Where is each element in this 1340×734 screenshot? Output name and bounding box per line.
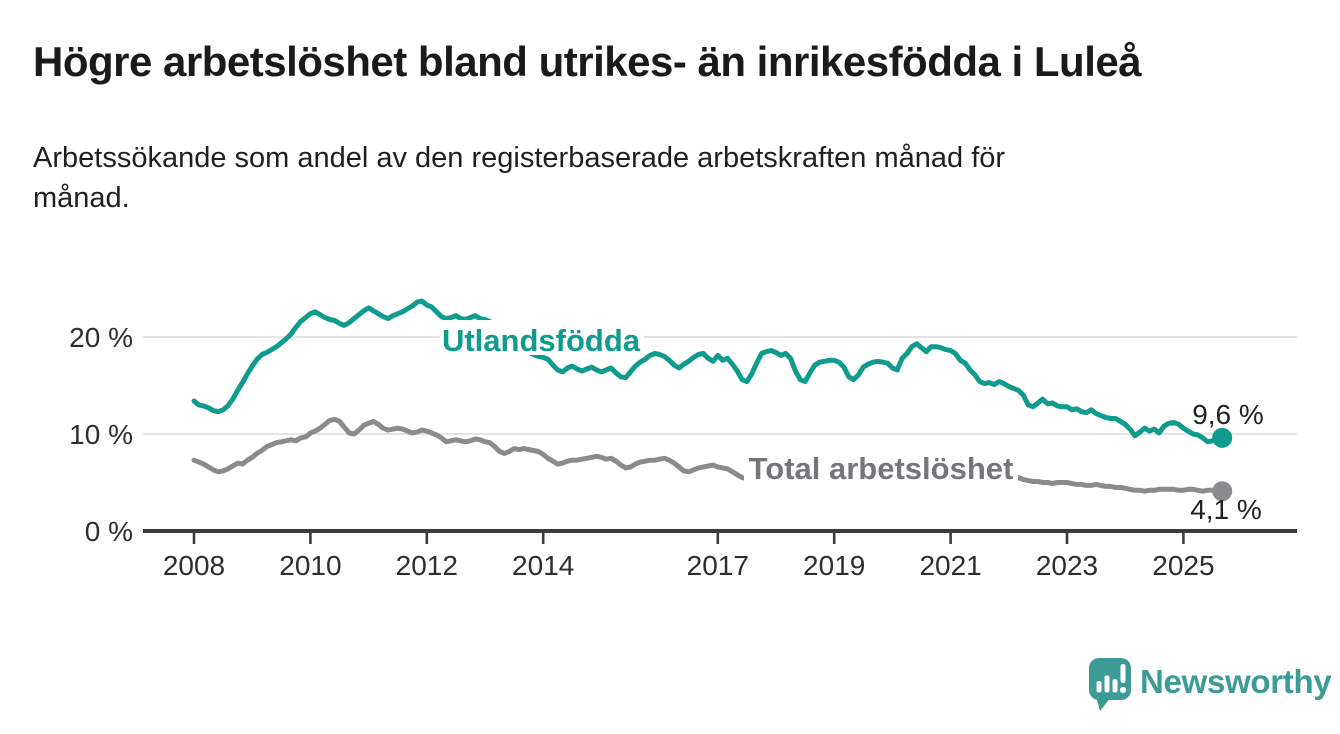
series-end-dots [1212,427,1233,502]
brand-name: Newsworthy [1140,663,1332,700]
x-tick-label: 2014 [512,550,574,581]
x-axis: 2008 2010 2012 2014 2017 2019 2021 2023 2025 [143,529,1297,581]
x-tick-label: 2017 [687,550,749,581]
series-label-mask-total [744,450,1018,488]
x-tick-label: 2008 [163,550,225,581]
y-tick-label: 10 % [69,419,133,450]
gridlines [143,336,1297,435]
x-tick-label: 2012 [396,550,458,581]
series-end-dot-utlandsfodda [1212,427,1233,448]
y-axis-labels: 0 % 10 % 20 % [69,322,133,547]
x-tick-label: 2021 [919,550,981,581]
y-tick-label: 0 % [85,516,133,547]
end-value-utlandsfodda: 9,6 % [1192,399,1264,430]
page-subtitle: Arbetssökande som andel av den registerb… [33,138,1243,218]
series-line-total [191,416,1225,494]
end-value-total: 4,1 % [1190,494,1262,525]
newsworthy-logo: Newsworthy [1089,658,1333,711]
series-label-utlandsfodda: Utlandsfödda [442,323,641,358]
series-lines [191,298,1225,494]
x-tick-label: 2023 [1036,550,1098,581]
x-tick-label: 2025 [1152,550,1214,581]
series-line-utlandsfodda [191,298,1225,445]
y-tick-label: 20 % [69,322,133,353]
x-tick-label: 2010 [279,550,341,581]
subtitle-line-2: månad. [33,182,130,214]
page-title: Högre arbetslöshet bland utrikes- än inr… [33,38,1142,85]
x-tick-label: 2019 [803,550,865,581]
subtitle-line-1: Arbetssökande som andel av den registerb… [33,142,1006,174]
series-label-mask-utlandsfodda [440,320,644,355]
series-end-dot-total [1212,481,1233,502]
speech-bubble-bar-chart-icon [1089,658,1131,711]
series-label-total: Total arbetslöshet [749,451,1014,486]
